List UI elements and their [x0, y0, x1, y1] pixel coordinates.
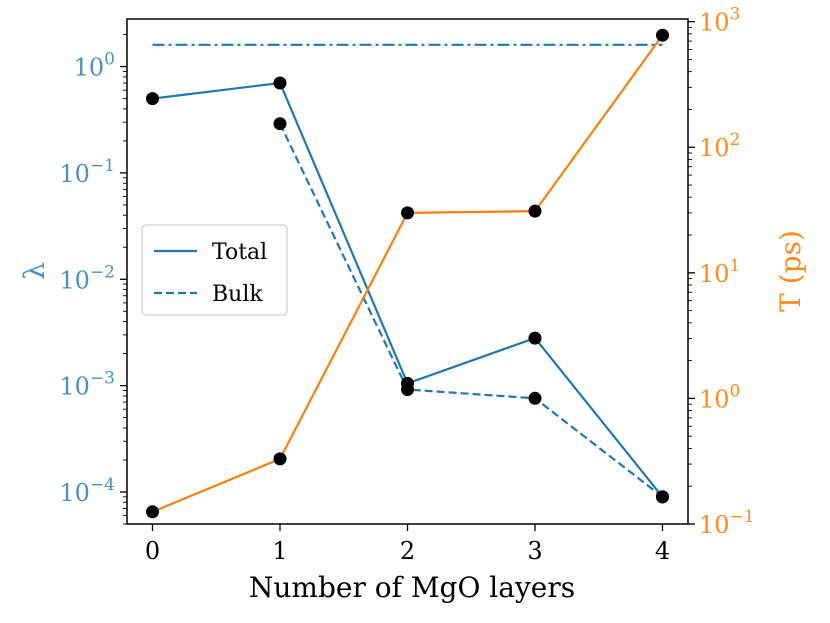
data-point-total-1: [273, 76, 287, 90]
left-axis-label: λ: [18, 262, 51, 280]
data-point-bulk-3: [528, 391, 542, 405]
right-tick-label: 102: [699, 130, 740, 162]
left-tick-label: 10−4: [59, 475, 115, 507]
data-point-t-3: [528, 204, 542, 218]
left-tick-label: 10−2: [59, 262, 115, 294]
data-point-total-0: [146, 92, 159, 106]
right-tick-label: 103: [699, 5, 740, 37]
x-tick-label: 2: [400, 537, 415, 565]
data-point-bulk-2: [401, 383, 414, 396]
left-tick-label: 10−3: [59, 369, 115, 401]
left-tick-label: 10−1: [59, 156, 115, 188]
x-tick-label: 1: [272, 537, 287, 565]
legend: Total Bulk: [141, 224, 288, 316]
legend-bulk-label: Bulk: [212, 282, 263, 307]
legend-total-label: Total: [212, 240, 267, 265]
x-tick-label: 3: [527, 537, 542, 565]
left-tick-label: 100: [74, 50, 115, 82]
right-tick-label: 10−1: [699, 507, 755, 539]
right-tick-label: 101: [699, 256, 740, 288]
data-point-t-0: [146, 505, 159, 519]
x-tick-label: 4: [655, 537, 670, 565]
data-point-t-2: [401, 206, 414, 220]
x-axis-label: Number of MgO layers: [249, 571, 575, 604]
data-point-t-1: [273, 452, 287, 466]
x-tick-label: 0: [145, 537, 160, 565]
right-tick-label: 100: [699, 381, 740, 413]
data-point-bulk-4: [656, 490, 669, 504]
right-axis-label: T (ps): [774, 230, 807, 312]
data-point-bulk-1: [273, 117, 287, 131]
data-point-total-3: [528, 331, 542, 345]
data-point-t-4: [656, 28, 669, 42]
series-line-bulk: [279, 123, 664, 498]
